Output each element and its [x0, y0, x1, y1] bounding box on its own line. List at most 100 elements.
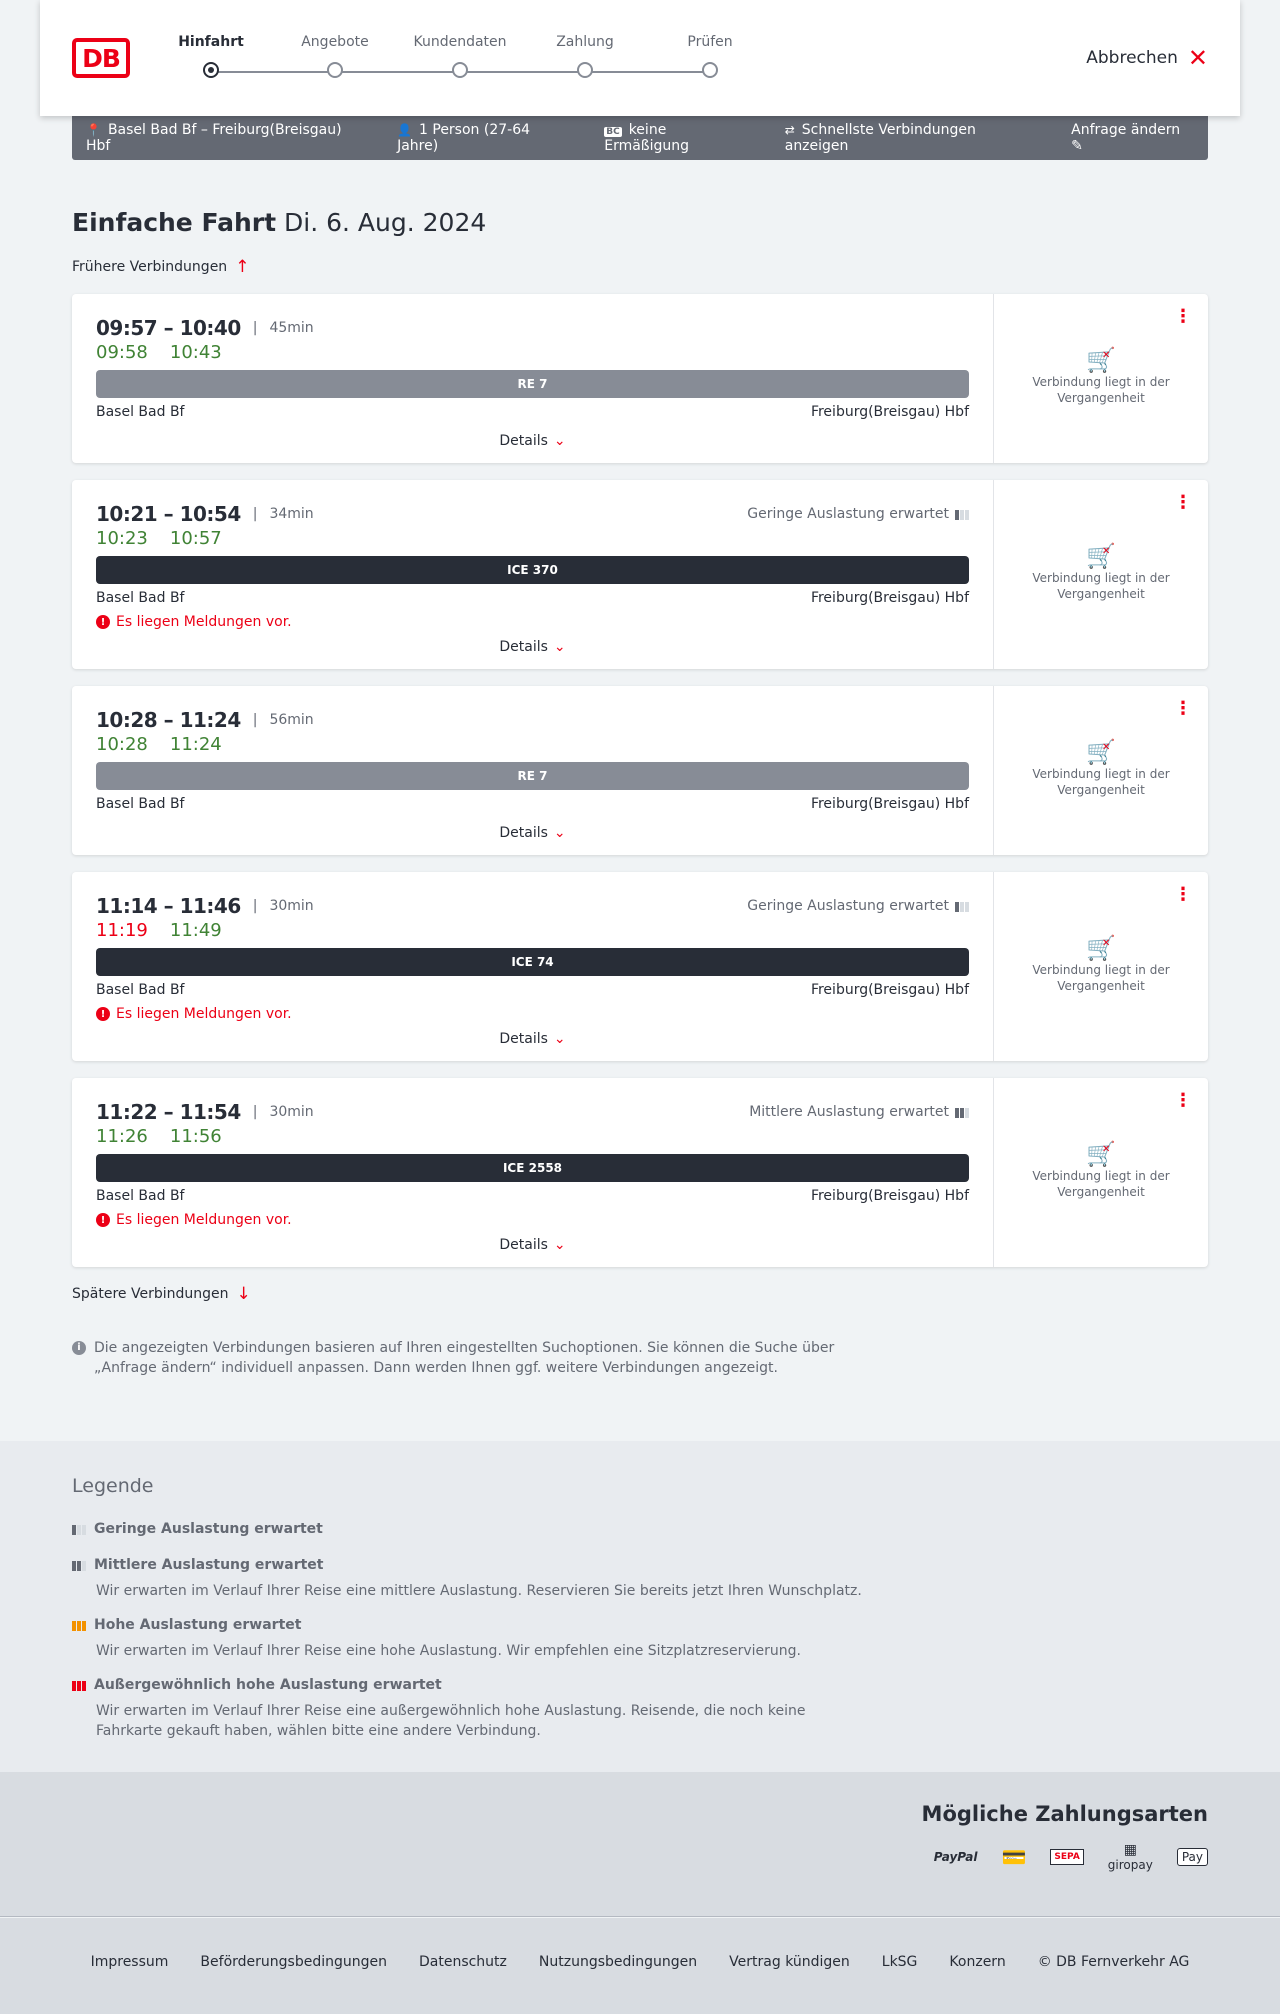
step-label: Prüfen [687, 34, 733, 50]
legend-item-title: Hohe Auslastung erwartet [94, 1617, 302, 1633]
connection-card[interactable]: 11:14 – 11:46 | 30min Geringe Auslastung e… [72, 872, 1208, 1061]
earlier-connections-link[interactable]: Frühere Verbindungen ↑ [72, 257, 249, 277]
giropay-logo: ▦ giropay [1108, 1842, 1153, 1872]
status-text: Verbindung liegt in der Vergangenheit [1032, 374, 1170, 405]
connection-card[interactable]: 09:57 – 10:40 | 45min 09:58 10:43 RE 7 Base… [72, 294, 1208, 463]
page-title: Einfache Fahrt Di. 6. Aug. 2024 [72, 208, 486, 237]
cancel-button[interactable]: Abbrechen ✕ [1086, 46, 1208, 70]
occupancy-exceptional-icon [72, 1679, 86, 1691]
cart-unavailable-icon: 🛒 ✕ [1086, 345, 1116, 374]
footer-link[interactable]: Impressum [90, 1954, 169, 1970]
separator: | [252, 898, 258, 914]
payment-title: Mögliche Zahlungsarten [921, 1802, 1208, 1826]
sepa-icon: SEPA [1050, 1849, 1084, 1865]
step-dot [452, 62, 468, 78]
origin-station: Basel Bad Bf [96, 404, 185, 420]
details-toggle[interactable]: Details ⌄ [72, 825, 993, 841]
trip-date: Di. 6. Aug. 2024 [284, 208, 487, 237]
details-toggle[interactable]: Details ⌄ [72, 433, 993, 449]
legend-title: Legende [72, 1475, 154, 1497]
details-label: Details [499, 639, 548, 655]
legend-item-text: Wir erwarten im Verlauf Ihrer Reise eine… [96, 1703, 806, 1739]
duration: 34min [269, 506, 314, 522]
header: DB Hinfahrt Angebote Kundendaten Zahlung… [40, 0, 1240, 116]
cancel-label: Abbrechen [1086, 48, 1178, 68]
edit-label: Anfrage ändern [1071, 122, 1181, 138]
occupancy-icon [955, 508, 969, 520]
footer-link[interactable]: Vertrag kündigen [729, 1954, 850, 1970]
planned-times: 11:22 – 11:54 [96, 1100, 241, 1124]
occupancy-medium-icon [72, 1559, 86, 1571]
connection-card[interactable]: 10:21 – 10:54 | 34min Geringe Auslastung e… [72, 480, 1208, 669]
cart-unavailable-icon: 🛒 ✕ [1086, 737, 1116, 766]
details-label: Details [499, 825, 548, 841]
train-bar: RE 7 [96, 762, 969, 790]
separator: | [252, 1104, 258, 1120]
duration: 30min [269, 898, 314, 914]
footer-link[interactable]: LkSG [881, 1954, 918, 1970]
footer-link[interactable]: Konzern [949, 1954, 1006, 1970]
planned-times: 10:21 – 10:54 [96, 502, 241, 526]
planned-times: 11:14 – 11:46 [96, 894, 241, 918]
passenger-text: 1 Person (27-64 Jahre) [397, 122, 531, 154]
legend-item-title: Außergewöhnlich hohe Auslastung erwartet [94, 1677, 442, 1693]
step-hinfahrt[interactable]: Hinfahrt [151, 34, 271, 78]
payment-methods-section: Mögliche Zahlungsarten PayPal 💳 SEPA ▦ gi… [0, 1772, 1280, 1917]
info-text: Die angezeigten Verbindungen basieren au… [94, 1340, 835, 1376]
realtime-departure: 10:28 [96, 734, 148, 755]
notice-message[interactable]: ! Es liegen Meldungen vor. [96, 1006, 969, 1022]
chevron-down-icon: ⌄ [553, 825, 566, 841]
chevron-down-icon: ⌄ [553, 1031, 566, 1047]
more-options-icon[interactable]: ⋮ [1174, 492, 1192, 513]
alert-icon: ! [96, 615, 110, 629]
details-label: Details [499, 1031, 548, 1047]
notice-text: Es liegen Meldungen vor. [116, 1212, 292, 1228]
pencil-icon: ✎ [1071, 138, 1083, 154]
more-options-icon[interactable]: ⋮ [1174, 884, 1192, 905]
route-summary: 📍 Basel Bad Bf – Freiburg(Breisgau) Hbf [86, 122, 365, 154]
details-toggle[interactable]: Details ⌄ [72, 639, 993, 655]
occupancy-text: Mittlere Auslastung erwartet [749, 1104, 949, 1120]
step-kundendaten: Kundendaten [400, 34, 520, 78]
realtime-arrival: 11:49 [169, 920, 222, 941]
occupancy-icon [955, 900, 969, 912]
connection-status-panel: ⋮ 🛒 ✕ Verbindung liegt in der Vergangenhei… [994, 872, 1208, 1061]
connection-card[interactable]: 11:22 – 11:54 | 30min Mittlere Auslastung … [72, 1078, 1208, 1267]
notice-message[interactable]: ! Es liegen Meldungen vor. [96, 1212, 969, 1228]
destination-station: Freiburg(Breisgau) Hbf [810, 1188, 969, 1204]
footer-link[interactable]: Nutzungsbedingungen [538, 1954, 698, 1970]
more-options-icon[interactable]: ⋮ [1174, 306, 1192, 327]
status-text: Verbindung liegt in der Vergangenheit [1032, 962, 1170, 993]
info-icon: i [72, 1341, 86, 1355]
legend-item-title: Geringe Auslastung erwartet [94, 1521, 323, 1537]
close-icon: ✕ [1187, 44, 1208, 72]
origin-station: Basel Bad Bf [96, 590, 185, 606]
later-connections-link[interactable]: Spätere Verbindungen ↓ [72, 1284, 251, 1304]
realtime-arrival: 11:56 [169, 1126, 222, 1147]
footer-link[interactable]: Beförderungsbedingungen [200, 1954, 387, 1970]
notice-text: Es liegen Meldungen vor. [116, 1006, 292, 1022]
notice-text: Es liegen Meldungen vor. [116, 614, 292, 630]
step-dot [577, 62, 593, 78]
status-text: Verbindung liegt in der Vergangenheit [1032, 570, 1170, 601]
details-toggle[interactable]: Details ⌄ [72, 1031, 993, 1047]
footer-link: © DB Fernverkehr AG [1037, 1954, 1190, 1970]
step-dot [702, 62, 718, 78]
earlier-label: Frühere Verbindungen [72, 259, 228, 275]
location-pin-icon: 📍 [86, 123, 101, 137]
notice-message[interactable]: ! Es liegen Meldungen vor. [96, 614, 969, 630]
realtime-departure: 09:58 [96, 342, 148, 363]
legend-item-text: Wir erwarten im Verlauf Ihrer Reise eine… [96, 1643, 801, 1659]
more-options-icon[interactable]: ⋮ [1174, 698, 1192, 719]
connection-card[interactable]: 10:28 – 11:24 | 56min 10:28 11:24 RE 7 Base… [72, 686, 1208, 855]
footer-link[interactable]: Datenschutz [418, 1954, 507, 1970]
train-bar: ICE 370 [96, 556, 969, 584]
edit-request-button[interactable]: Anfrage ändern ✎ [1071, 122, 1194, 154]
arrow-up-icon: ↑ [235, 257, 250, 277]
connection-main: 10:21 – 10:54 | 34min Geringe Auslastung e… [72, 480, 994, 669]
status-text: Verbindung liegt in der Vergangenheit [1032, 766, 1170, 797]
train-bar: RE 7 [96, 370, 969, 398]
db-logo[interactable]: DB [72, 38, 130, 78]
more-options-icon[interactable]: ⋮ [1174, 1090, 1192, 1111]
details-toggle[interactable]: Details ⌄ [72, 1237, 993, 1253]
